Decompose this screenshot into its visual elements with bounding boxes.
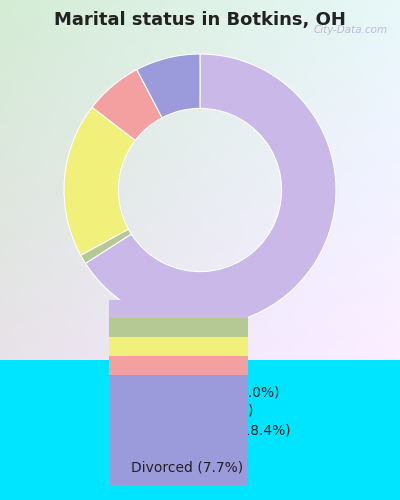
Wedge shape	[137, 54, 200, 118]
Legend: Now married (66.0%), Separated (1.1%), Never married (18.4%), Widowed (6.9%), Di: Now married (66.0%), Separated (1.1%), N…	[105, 381, 295, 479]
Text: Marital status in Botkins, OH: Marital status in Botkins, OH	[54, 11, 346, 29]
Text: City-Data.com: City-Data.com	[314, 25, 388, 35]
Wedge shape	[64, 107, 135, 256]
Wedge shape	[81, 229, 131, 264]
Wedge shape	[92, 70, 162, 140]
Wedge shape	[86, 54, 336, 326]
